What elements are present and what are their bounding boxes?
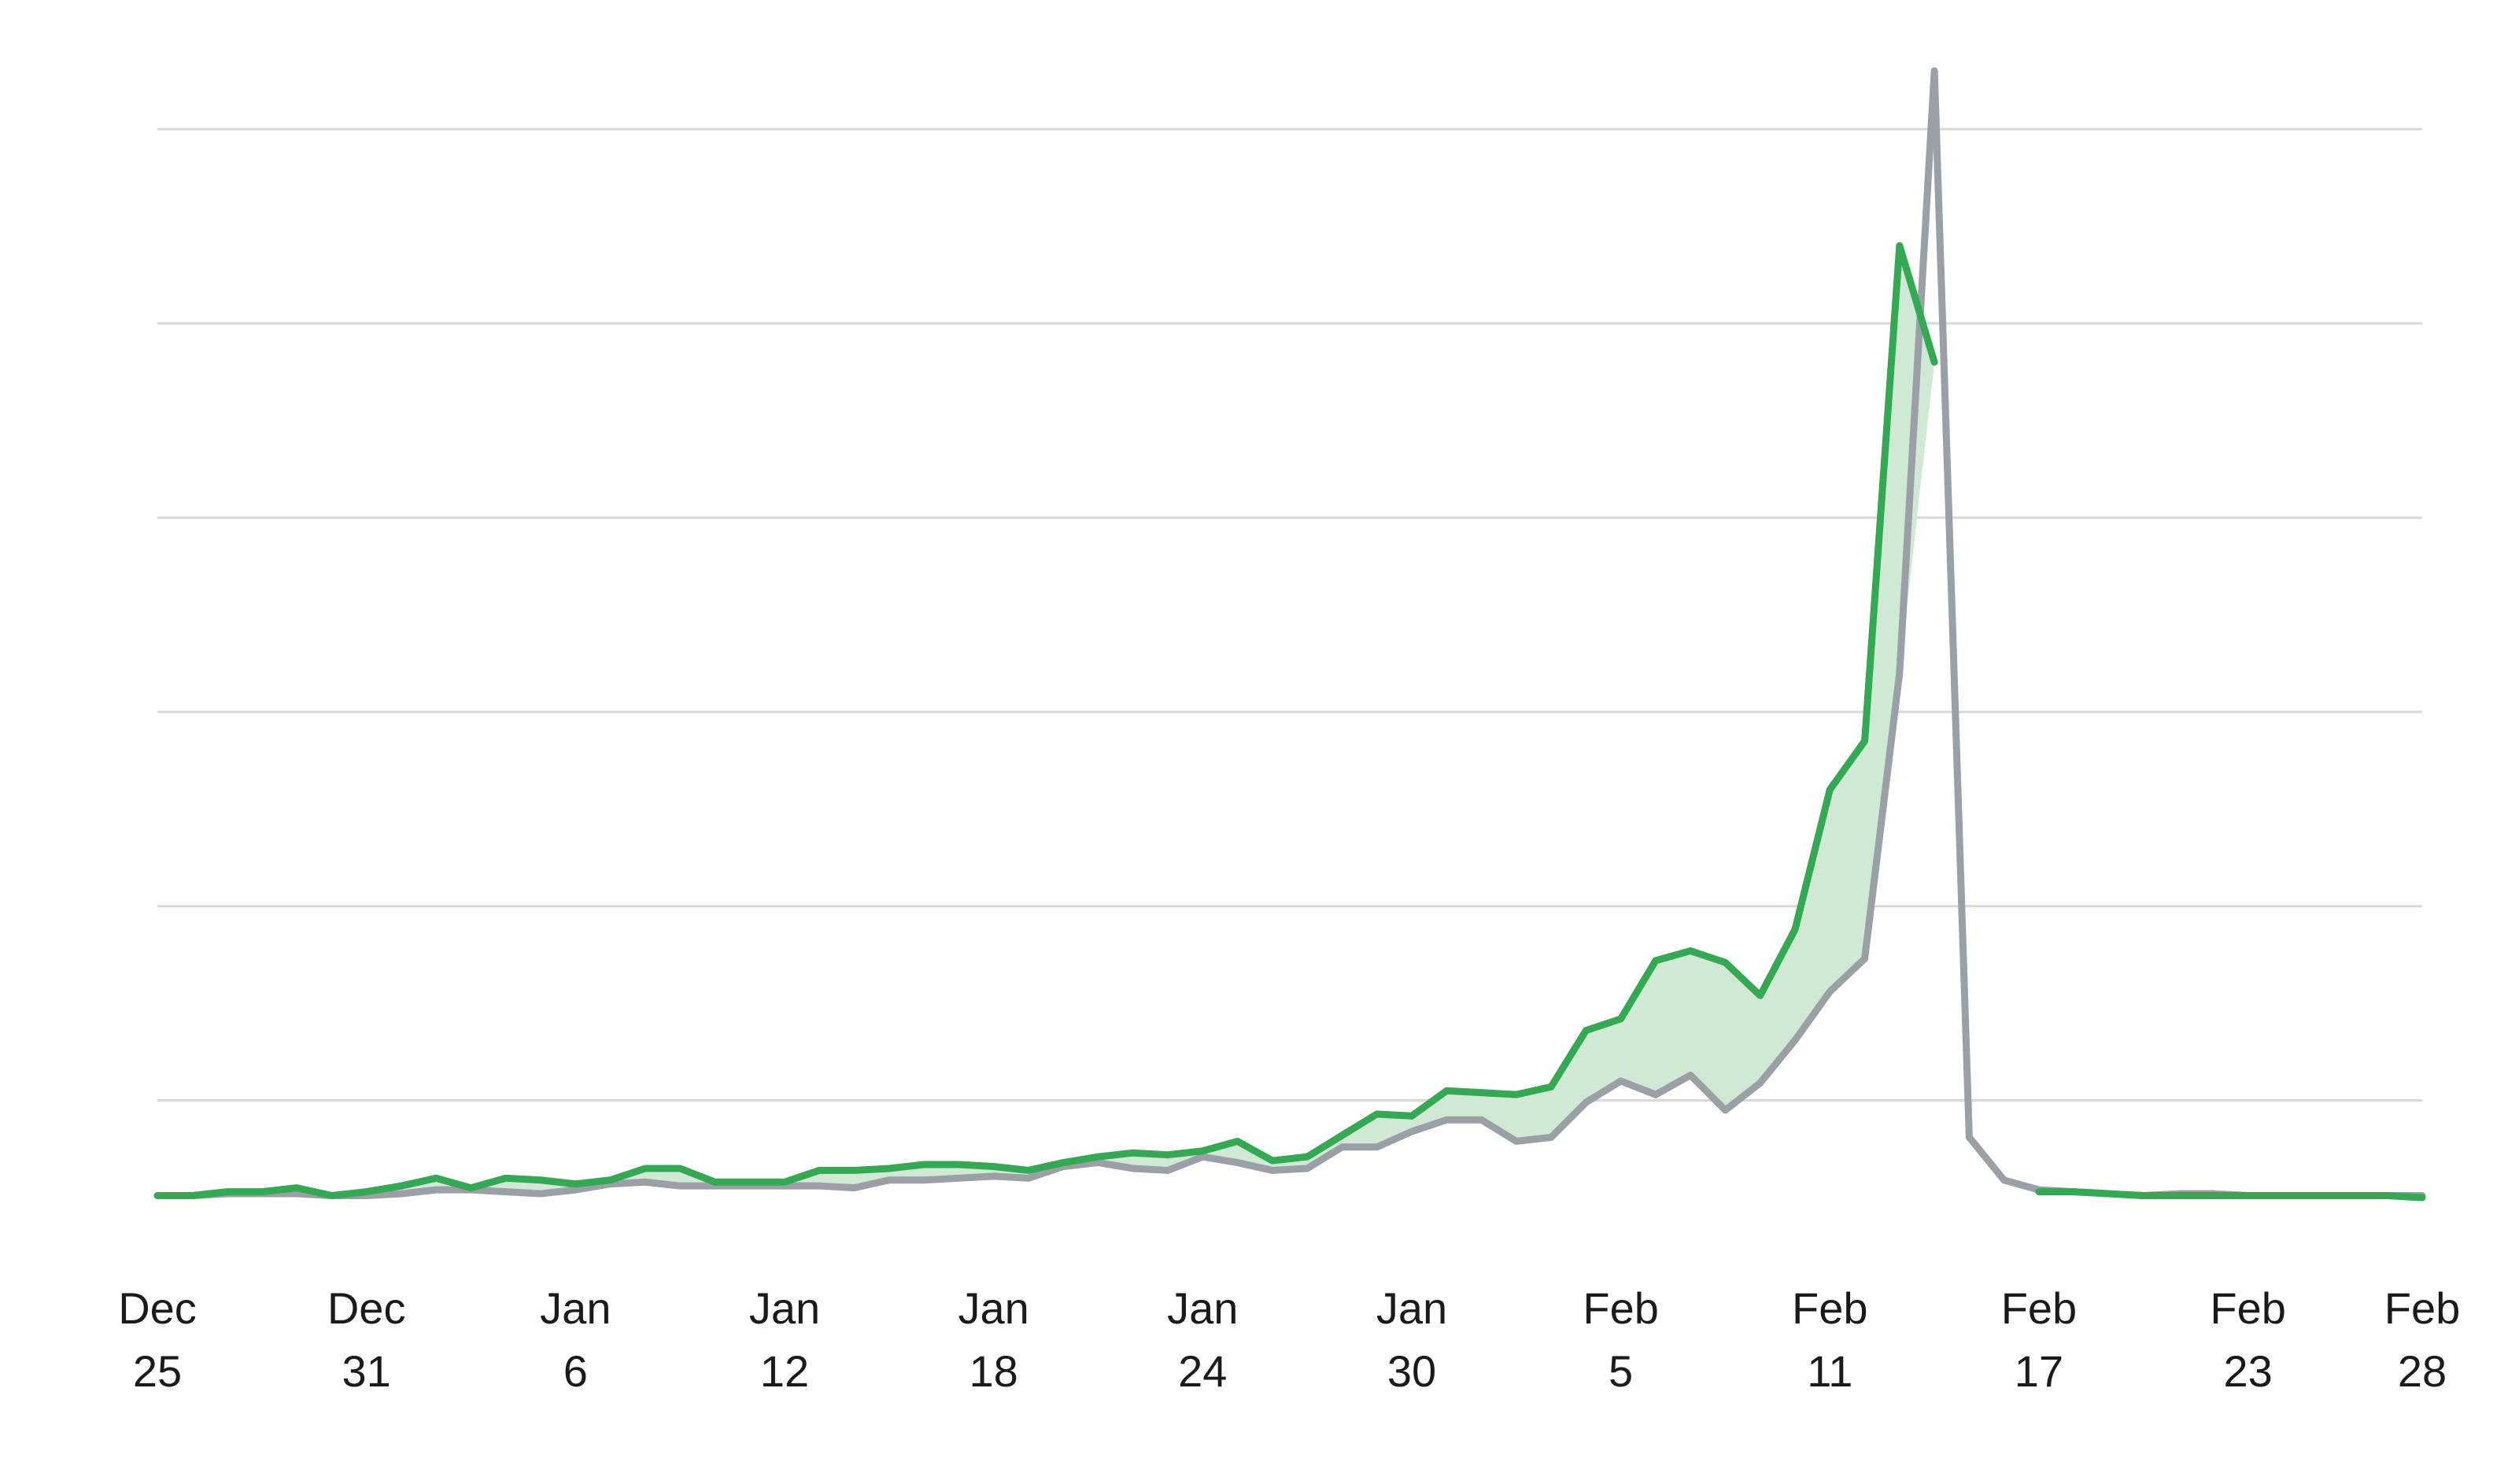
x-tick-day: 11 (1807, 1346, 1852, 1396)
band-area (157, 245, 1935, 1196)
x-tick-label-3: Jan 12 (749, 1283, 820, 1396)
x-tick-day: 5 (1609, 1346, 1633, 1396)
x-tick-day: 28 (2398, 1346, 2447, 1396)
x-tick-day: 18 (969, 1346, 1018, 1396)
x-tick-label-4: Jan 18 (958, 1283, 1029, 1396)
x-tick-day: 12 (760, 1346, 809, 1396)
x-tick-month: Feb (2384, 1283, 2461, 1333)
series-lines (153, 67, 2426, 1202)
x-tick-label-0: Dec 25 (118, 1283, 197, 1396)
x-tick-label-1: Dec 31 (327, 1283, 406, 1396)
x-tick-day: 30 (1387, 1346, 1436, 1396)
x-tick-label-7: Feb 5 (1583, 1283, 1659, 1396)
series-line-green-1 (2035, 1188, 2426, 1202)
x-tick-label-5: Jan 24 (1167, 1283, 1238, 1396)
x-tick-month: Feb (2210, 1283, 2286, 1333)
x-tick-label-9: Feb 17 (2001, 1283, 2078, 1396)
series-line-green-0 (153, 242, 1938, 1200)
gridlines (157, 127, 2422, 1102)
x-tick-month: Jan (1376, 1283, 1447, 1333)
x-tick-day: 23 (2223, 1346, 2272, 1396)
x-tick-label-8: Feb 11 (1792, 1283, 1868, 1396)
x-tick-month: Jan (540, 1283, 611, 1333)
x-tick-label-10: Feb 23 (2210, 1283, 2286, 1396)
x-tick-day: 31 (342, 1346, 391, 1396)
x-tick-month: Feb (1792, 1283, 1868, 1333)
x-tick-month: Jan (749, 1283, 820, 1333)
x-tick-month: Dec (327, 1283, 406, 1333)
x-tick-day: 25 (133, 1346, 182, 1396)
x-tick-month: Jan (1167, 1283, 1238, 1333)
x-tick-month: Feb (1583, 1283, 1659, 1333)
x-tick-month: Jan (958, 1283, 1029, 1333)
series-line-gray (153, 67, 2426, 1200)
x-tick-month: Dec (118, 1283, 197, 1333)
x-tick-day: 6 (563, 1346, 588, 1396)
x-tick-label-6: Jan 30 (1376, 1283, 1447, 1396)
x-tick-day: 24 (1178, 1346, 1227, 1396)
x-tick-label-11: Feb 28 (2384, 1283, 2461, 1396)
x-tick-month: Feb (2001, 1283, 2078, 1333)
x-tick-label-2: Jan 6 (540, 1283, 611, 1396)
x-tick-day: 17 (2015, 1346, 2063, 1396)
difference-band (157, 245, 1935, 1196)
